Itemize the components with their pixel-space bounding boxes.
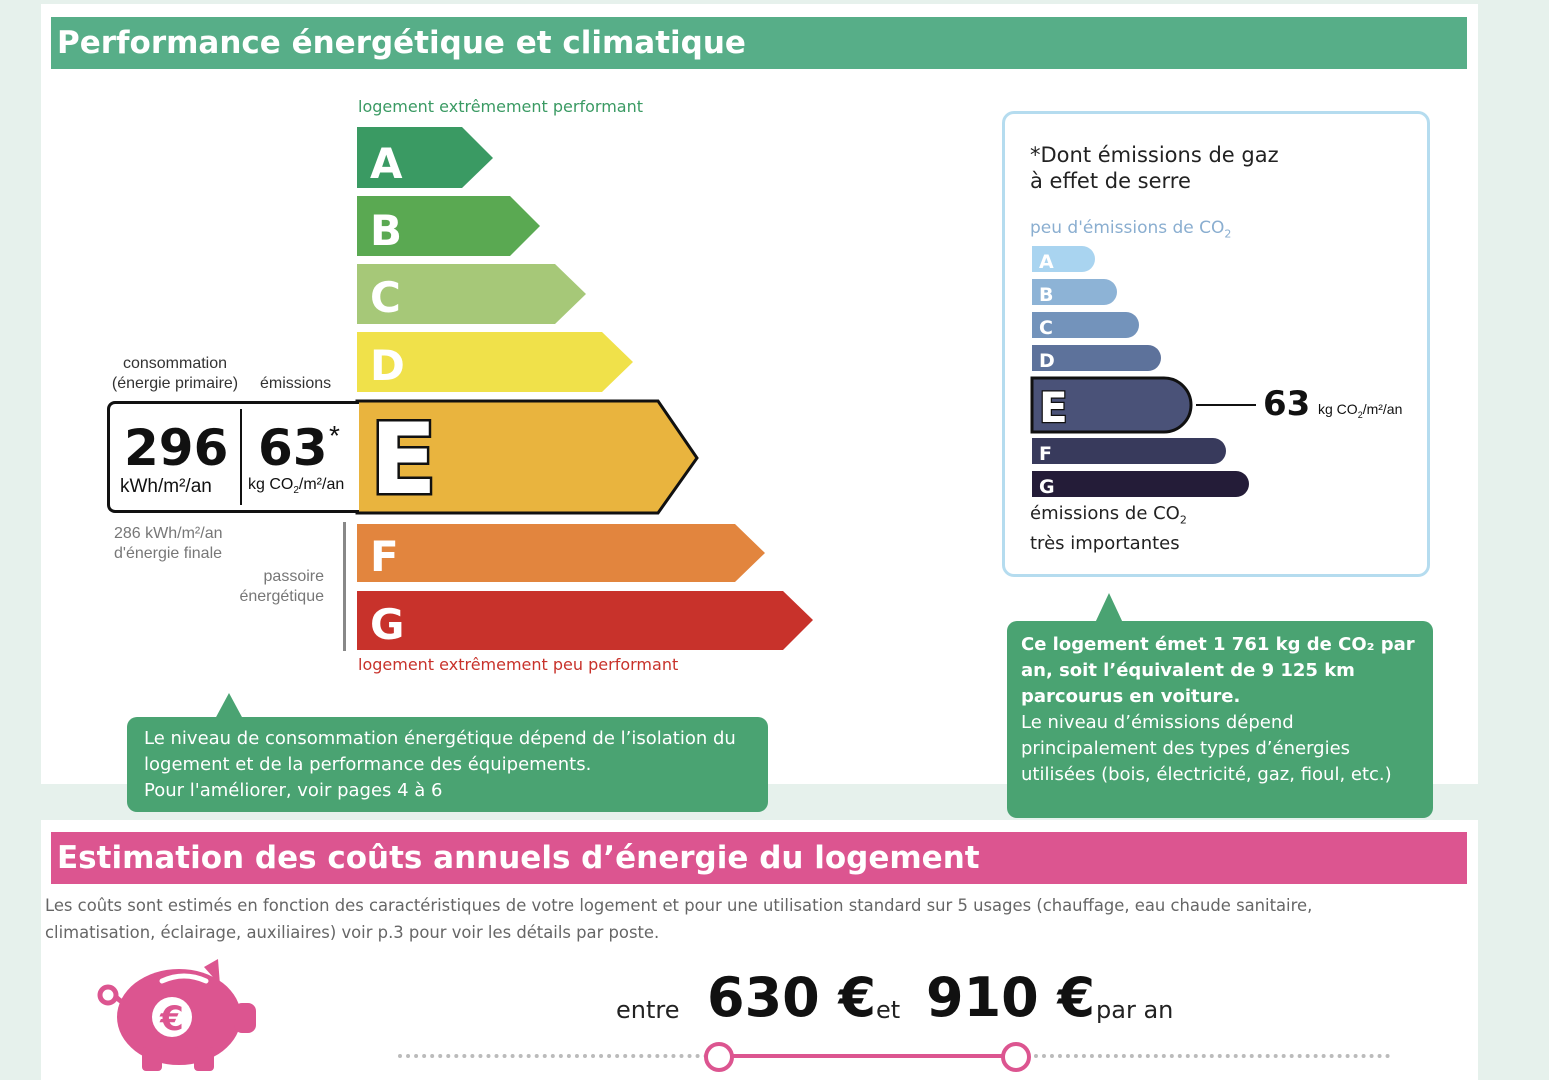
energy-values-box (107, 401, 359, 513)
energy-grade-g-letter: G (370, 600, 404, 649)
ghg-top-label: peu d'émissions de CO2 (1030, 218, 1232, 241)
cost-description: Les coûts sont estimés en fonction des c… (45, 896, 1313, 942)
cost-range-track-right (1026, 1054, 1390, 1058)
emissions-unit: kg CO2/m²/an (248, 476, 345, 497)
ghg-grade-f-bar (1032, 438, 1226, 464)
energy-grade-d-bar (357, 332, 633, 392)
final-energy-label: 286 kWh/m²/an d'énergie finale (114, 525, 223, 562)
cost-between-label: entre (616, 996, 680, 1024)
cost-range-track-left (398, 1054, 708, 1058)
ghg-value: 63 (1263, 384, 1311, 424)
ghg-info-bubble: Ce logement émet 1 761 kg de CO₂ par an,… (1007, 593, 1433, 818)
ghg-grade-a-bar (1032, 246, 1095, 272)
energy-grade-b-bar (357, 196, 540, 256)
energy-grade-c-letter: C (370, 273, 401, 322)
ghg-grade-e-letter: E (1039, 383, 1068, 432)
energy-section-title: Performance énergétique et climatique (51, 17, 1467, 69)
ghg-grade-g-letter: G (1039, 476, 1055, 498)
piggy-bank-icon: € (97, 959, 256, 1071)
ghg-box (1002, 111, 1430, 577)
energy-grade-c-bar (357, 264, 586, 324)
energy-grade-a-bar (357, 127, 493, 188)
ghg-unit: kg CO2/m²/an (1318, 401, 1403, 420)
passoire-label: passoire énergétique (239, 568, 324, 605)
ghg-grade-b-letter: B (1039, 284, 1053, 306)
energy-grade-e-letter: E (370, 403, 437, 517)
energy-top-label: logement extrêmement performant (358, 97, 643, 116)
ghg-grade-c-bar (1032, 312, 1139, 338)
cost-max-value: 910 € (926, 966, 1096, 1029)
ghg-grade-f-letter: F (1039, 443, 1052, 465)
consumption-unit: kWh/m²/an (120, 476, 212, 497)
cost-min-value: 630 € (707, 966, 877, 1029)
ghg-bottom-label: émissions de CO2 très importantes (1030, 503, 1187, 554)
emissions-label: émissions (260, 375, 332, 392)
cost-and-label: et (876, 996, 901, 1024)
svg-text:€: € (159, 999, 184, 1039)
ghg-scale: A B C D E F G (1030, 246, 1249, 498)
energy-grade-f-letter: F (370, 532, 399, 581)
consumption-label: consommation (énergie primaire) (111, 355, 239, 392)
passoire-bracket (343, 522, 346, 651)
ghg-grade-g-bar (1032, 471, 1249, 497)
energy-scale: A B C D E F G (355, 127, 813, 650)
cost-range-fill (718, 1054, 1016, 1058)
ghg-grade-c-letter: C (1039, 317, 1053, 339)
bubble-tail (215, 693, 243, 719)
cost-range-max-handle (1001, 1042, 1031, 1072)
cost-section-title: Estimation des coûts annuels d’énergie d… (51, 832, 1467, 884)
ghg-grade-a-letter: A (1039, 251, 1054, 273)
ghg-grade-d-letter: D (1039, 350, 1055, 372)
consumption-value: 296 (124, 419, 229, 477)
energy-grade-g-bar (357, 591, 813, 650)
emissions-value: 63 (258, 419, 328, 477)
bubble-tail (1095, 593, 1123, 623)
energy-grade-a-letter: A (370, 139, 403, 188)
energy-grade-b-letter: B (370, 206, 402, 255)
energy-info-bubble: Le niveau de consommation énergétique dé… (127, 693, 768, 812)
cost-per-year-label: par an (1096, 996, 1174, 1024)
energy-bottom-label: logement extrêmement peu performant (358, 655, 679, 674)
ghg-heading: *Dont émissions de gaz à effet de serre (1030, 143, 1279, 193)
energy-grade-f-bar (357, 524, 765, 582)
ghg-grade-e-bar (1030, 376, 1193, 434)
ghg-grade-b-bar (1032, 279, 1117, 305)
ghg-grade-d-bar (1032, 345, 1161, 371)
emissions-star: * (329, 420, 340, 451)
values-divider (240, 409, 242, 505)
cost-range-min-handle (704, 1042, 734, 1072)
ghg-pointer-line (1196, 404, 1256, 406)
energy-grade-d-letter: D (370, 341, 405, 390)
